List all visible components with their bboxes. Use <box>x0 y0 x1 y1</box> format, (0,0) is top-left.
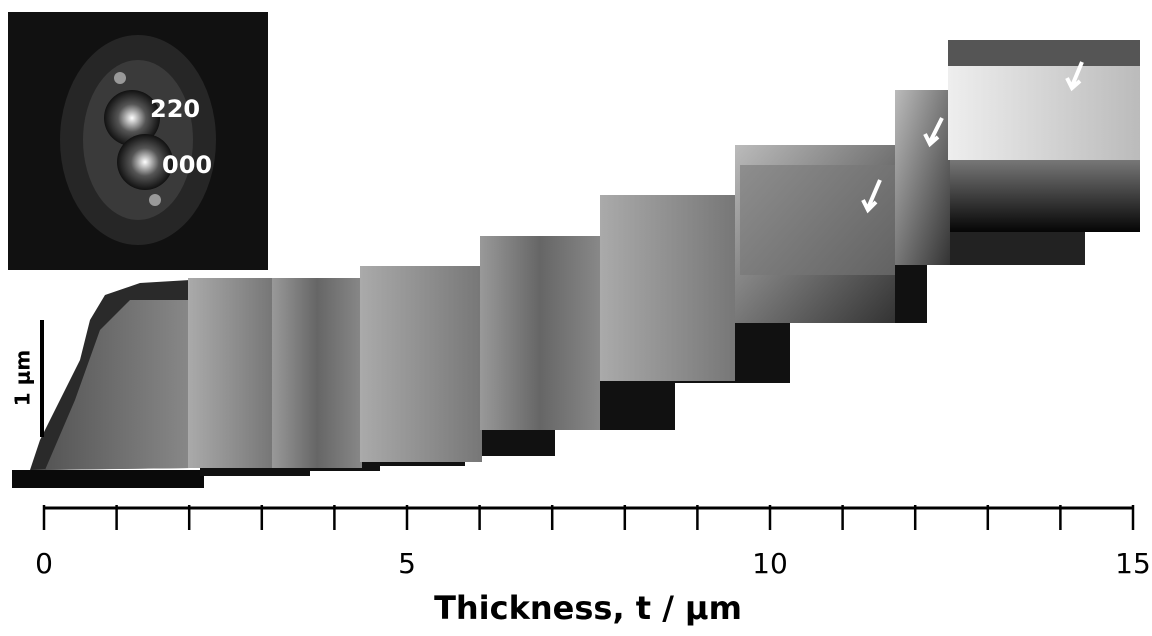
axis-title: Thickness, t / μm <box>434 589 742 627</box>
scale-bar-label: 1 μm <box>11 350 35 406</box>
tick-label: 0 <box>35 547 53 580</box>
tick-label: 15 <box>1115 547 1151 580</box>
tick-label: 10 <box>752 547 788 580</box>
spot-label: 000 <box>162 151 212 179</box>
tick-label: 5 <box>398 547 416 580</box>
spot-label: 220 <box>150 95 200 123</box>
micrograph-montage <box>12 40 1140 488</box>
diffraction-inset: 220 000 <box>8 12 268 270</box>
